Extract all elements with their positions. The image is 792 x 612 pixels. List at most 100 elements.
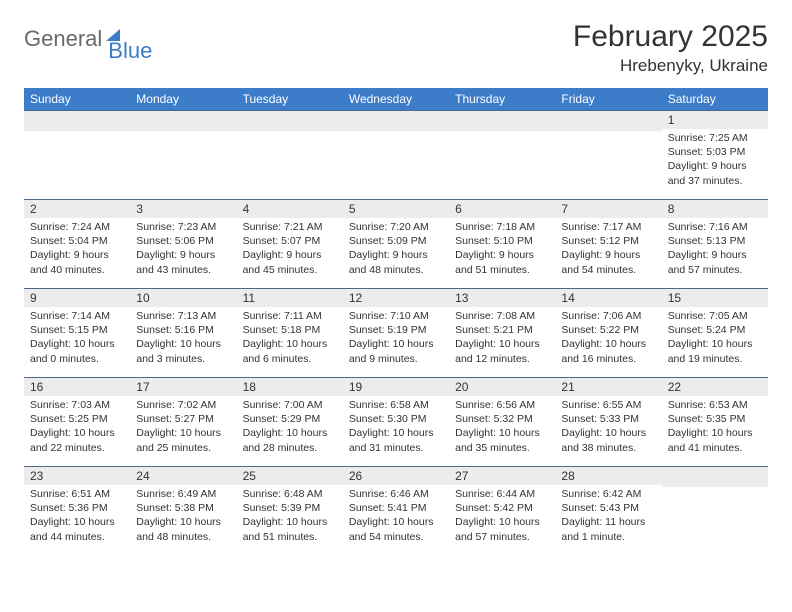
sunset-line: Sunset: 5:13 PM (668, 234, 762, 248)
calendar-cell: 8Sunrise: 7:16 AMSunset: 5:13 PMDaylight… (662, 200, 768, 289)
daylight-line: Daylight: 10 hours and 38 minutes. (561, 426, 655, 454)
calendar-cell: 27Sunrise: 6:44 AMSunset: 5:42 PMDayligh… (449, 467, 555, 556)
calendar-cell: 13Sunrise: 7:08 AMSunset: 5:21 PMDayligh… (449, 289, 555, 378)
sunrise-line: Sunrise: 7:17 AM (561, 220, 655, 234)
calendar-week-row: 16Sunrise: 7:03 AMSunset: 5:25 PMDayligh… (24, 378, 768, 467)
sunset-line: Sunset: 5:41 PM (349, 501, 443, 515)
day-number: 4 (237, 200, 343, 218)
daylight-line: Daylight: 10 hours and 25 minutes. (136, 426, 230, 454)
calendar-cell (24, 111, 130, 200)
day-details: Sunrise: 6:48 AMSunset: 5:39 PMDaylight:… (237, 485, 343, 548)
sunrise-line: Sunrise: 7:21 AM (243, 220, 337, 234)
calendar-header-row: SundayMondayTuesdayWednesdayThursdayFrid… (24, 88, 768, 111)
calendar-cell: 17Sunrise: 7:02 AMSunset: 5:27 PMDayligh… (130, 378, 236, 467)
sunrise-line: Sunrise: 6:46 AM (349, 487, 443, 501)
sunrise-line: Sunrise: 6:53 AM (668, 398, 762, 412)
sunset-line: Sunset: 5:29 PM (243, 412, 337, 426)
logo: General Blue (24, 20, 152, 52)
day-number: 21 (555, 378, 661, 396)
daylight-line: Daylight: 10 hours and 22 minutes. (30, 426, 124, 454)
day-details: Sunrise: 7:25 AMSunset: 5:03 PMDaylight:… (662, 129, 768, 192)
day-number: 27 (449, 467, 555, 485)
daylight-line: Daylight: 10 hours and 41 minutes. (668, 426, 762, 454)
title-block: February 2025 Hrebenyky, Ukraine (573, 20, 768, 76)
calendar-cell: 18Sunrise: 7:00 AMSunset: 5:29 PMDayligh… (237, 378, 343, 467)
calendar-cell: 28Sunrise: 6:42 AMSunset: 5:43 PMDayligh… (555, 467, 661, 556)
sunrise-line: Sunrise: 7:10 AM (349, 309, 443, 323)
day-details: Sunrise: 7:24 AMSunset: 5:04 PMDaylight:… (24, 218, 130, 281)
day-details: Sunrise: 6:55 AMSunset: 5:33 PMDaylight:… (555, 396, 661, 459)
daylight-line: Daylight: 9 hours and 57 minutes. (668, 248, 762, 276)
day-number: 1 (662, 111, 768, 129)
day-details: Sunrise: 7:08 AMSunset: 5:21 PMDaylight:… (449, 307, 555, 370)
day-number-empty (343, 111, 449, 131)
day-number: 8 (662, 200, 768, 218)
sunset-line: Sunset: 5:27 PM (136, 412, 230, 426)
weekday-header: Saturday (662, 88, 768, 111)
sunset-line: Sunset: 5:42 PM (455, 501, 549, 515)
calendar-cell: 3Sunrise: 7:23 AMSunset: 5:06 PMDaylight… (130, 200, 236, 289)
day-details: Sunrise: 7:02 AMSunset: 5:27 PMDaylight:… (130, 396, 236, 459)
weekday-header: Wednesday (343, 88, 449, 111)
sunset-line: Sunset: 5:30 PM (349, 412, 443, 426)
sunset-line: Sunset: 5:12 PM (561, 234, 655, 248)
daylight-line: Daylight: 9 hours and 40 minutes. (30, 248, 124, 276)
calendar-week-row: 2Sunrise: 7:24 AMSunset: 5:04 PMDaylight… (24, 200, 768, 289)
daylight-line: Daylight: 9 hours and 51 minutes. (455, 248, 549, 276)
sunrise-line: Sunrise: 7:20 AM (349, 220, 443, 234)
day-details: Sunrise: 7:16 AMSunset: 5:13 PMDaylight:… (662, 218, 768, 281)
calendar-cell: 15Sunrise: 7:05 AMSunset: 5:24 PMDayligh… (662, 289, 768, 378)
sunrise-line: Sunrise: 6:49 AM (136, 487, 230, 501)
day-number: 26 (343, 467, 449, 485)
day-details: Sunrise: 7:00 AMSunset: 5:29 PMDaylight:… (237, 396, 343, 459)
sunset-line: Sunset: 5:18 PM (243, 323, 337, 337)
daylight-line: Daylight: 10 hours and 35 minutes. (455, 426, 549, 454)
sunrise-line: Sunrise: 7:13 AM (136, 309, 230, 323)
header: General Blue February 2025 Hrebenyky, Uk… (24, 20, 768, 76)
calendar-cell (343, 111, 449, 200)
day-details: Sunrise: 6:44 AMSunset: 5:42 PMDaylight:… (449, 485, 555, 548)
calendar-week-row: 9Sunrise: 7:14 AMSunset: 5:15 PMDaylight… (24, 289, 768, 378)
calendar-table: SundayMondayTuesdayWednesdayThursdayFrid… (24, 88, 768, 555)
sunrise-line: Sunrise: 7:24 AM (30, 220, 124, 234)
day-details: Sunrise: 6:42 AMSunset: 5:43 PMDaylight:… (555, 485, 661, 548)
daylight-line: Daylight: 9 hours and 37 minutes. (668, 159, 762, 187)
sunset-line: Sunset: 5:06 PM (136, 234, 230, 248)
day-number: 5 (343, 200, 449, 218)
calendar-cell: 23Sunrise: 6:51 AMSunset: 5:36 PMDayligh… (24, 467, 130, 556)
day-details: Sunrise: 7:14 AMSunset: 5:15 PMDaylight:… (24, 307, 130, 370)
daylight-line: Daylight: 10 hours and 16 minutes. (561, 337, 655, 365)
daylight-line: Daylight: 10 hours and 28 minutes. (243, 426, 337, 454)
day-number: 14 (555, 289, 661, 307)
day-details: Sunrise: 7:21 AMSunset: 5:07 PMDaylight:… (237, 218, 343, 281)
sunrise-line: Sunrise: 7:03 AM (30, 398, 124, 412)
sunset-line: Sunset: 5:25 PM (30, 412, 124, 426)
calendar-cell: 12Sunrise: 7:10 AMSunset: 5:19 PMDayligh… (343, 289, 449, 378)
calendar-cell: 4Sunrise: 7:21 AMSunset: 5:07 PMDaylight… (237, 200, 343, 289)
sunrise-line: Sunrise: 7:23 AM (136, 220, 230, 234)
daylight-line: Daylight: 10 hours and 6 minutes. (243, 337, 337, 365)
day-details: Sunrise: 7:10 AMSunset: 5:19 PMDaylight:… (343, 307, 449, 370)
sunrise-line: Sunrise: 7:05 AM (668, 309, 762, 323)
calendar-cell (237, 111, 343, 200)
sunset-line: Sunset: 5:07 PM (243, 234, 337, 248)
calendar-cell: 11Sunrise: 7:11 AMSunset: 5:18 PMDayligh… (237, 289, 343, 378)
sunrise-line: Sunrise: 6:51 AM (30, 487, 124, 501)
day-details: Sunrise: 7:13 AMSunset: 5:16 PMDaylight:… (130, 307, 236, 370)
calendar-cell: 2Sunrise: 7:24 AMSunset: 5:04 PMDaylight… (24, 200, 130, 289)
sunset-line: Sunset: 5:39 PM (243, 501, 337, 515)
sunset-line: Sunset: 5:03 PM (668, 145, 762, 159)
daylight-line: Daylight: 10 hours and 0 minutes. (30, 337, 124, 365)
sunset-line: Sunset: 5:32 PM (455, 412, 549, 426)
day-number: 20 (449, 378, 555, 396)
sunrise-line: Sunrise: 6:58 AM (349, 398, 443, 412)
day-details: Sunrise: 7:23 AMSunset: 5:06 PMDaylight:… (130, 218, 236, 281)
day-details: Sunrise: 6:56 AMSunset: 5:32 PMDaylight:… (449, 396, 555, 459)
calendar-cell: 1Sunrise: 7:25 AMSunset: 5:03 PMDaylight… (662, 111, 768, 200)
day-number: 28 (555, 467, 661, 485)
day-number: 22 (662, 378, 768, 396)
sunset-line: Sunset: 5:35 PM (668, 412, 762, 426)
sunrise-line: Sunrise: 7:25 AM (668, 131, 762, 145)
calendar-body: 1Sunrise: 7:25 AMSunset: 5:03 PMDaylight… (24, 111, 768, 556)
sunrise-line: Sunrise: 6:56 AM (455, 398, 549, 412)
